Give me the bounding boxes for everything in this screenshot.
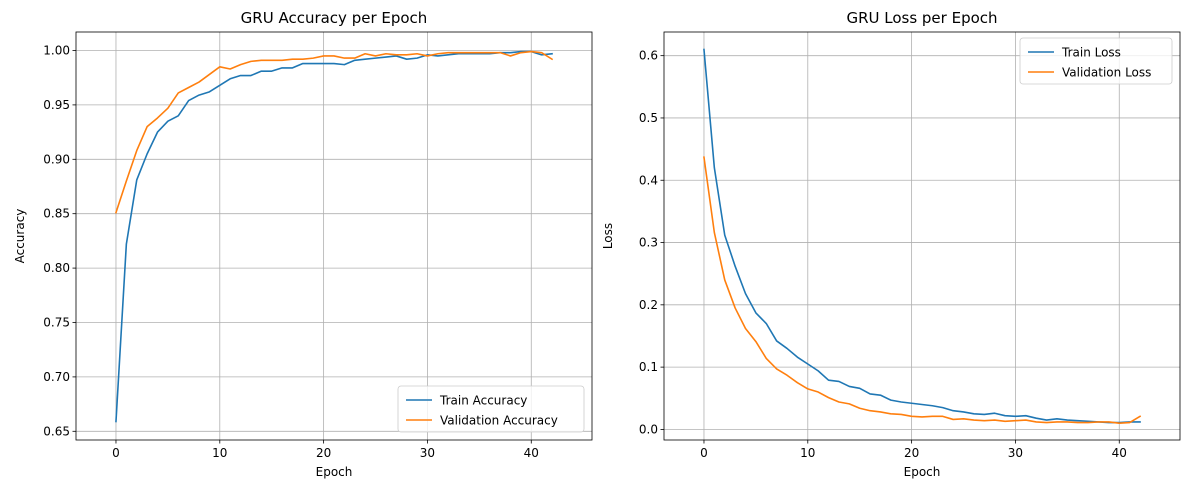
- legend: Train Accuracy Validation Accuracy: [397, 385, 585, 433]
- legend-box: [1019, 37, 1173, 85]
- x-tick-label: 10: [800, 446, 815, 460]
- chart-title: GRU Accuracy per Epoch: [241, 9, 428, 27]
- y-tick-label: 0.80: [43, 261, 70, 275]
- series-line: [114, 50, 554, 214]
- x-tick-label: 0: [112, 446, 120, 460]
- legend-label: Train Accuracy: [439, 394, 527, 408]
- y-axis-label: Loss: [601, 223, 615, 249]
- series-line: [115, 50, 553, 423]
- x-axis-label: Epoch: [316, 465, 353, 479]
- loss-chart: GRU Loss per Epoch 0 10 20 30 40 0.0 0.1 0.2 0.3 0…: [601, 9, 1181, 479]
- y-tick-label: 0.2: [639, 298, 658, 312]
- accuracy-chart: GRU Accuracy per Epoch 0 10 20 30 40 0.65 0.70 0…: [13, 9, 593, 479]
- y-tick-label: 0.70: [43, 370, 70, 384]
- y-tick-label: 0.4: [639, 173, 658, 187]
- series-line: [703, 156, 1142, 424]
- legend-label: Validation Accuracy: [440, 414, 558, 428]
- x-axis-label: Epoch: [904, 465, 941, 479]
- plot-frame: [663, 31, 1181, 441]
- plot-frame: [75, 31, 593, 441]
- x-tick-label: 20: [316, 446, 331, 460]
- x-tick-label: 40: [1112, 446, 1127, 460]
- series-line: [703, 48, 1141, 424]
- legend-label: Validation Loss: [1062, 66, 1151, 80]
- x-tick-label: 10: [212, 446, 227, 460]
- y-tick-label: 0.85: [43, 207, 70, 221]
- x-tick-label: 0: [700, 446, 708, 460]
- chart-title: GRU Loss per Epoch: [846, 9, 997, 27]
- y-tick-label: 0.95: [43, 98, 70, 112]
- legend-label: Train Loss: [1061, 46, 1121, 60]
- y-tick-label: 0.75: [43, 315, 70, 329]
- y-tick-label: 0.65: [43, 424, 70, 438]
- x-tick-label: 40: [524, 446, 539, 460]
- y-tick-label: 1.00: [43, 43, 70, 57]
- y-tick-label: 0.0: [639, 422, 658, 436]
- y-tick-label: 0.5: [639, 111, 658, 125]
- legend-box: [397, 385, 585, 433]
- x-tick-label: 20: [904, 446, 919, 460]
- y-tick-label: 0.6: [639, 49, 658, 63]
- y-tick-label: 0.90: [43, 152, 70, 166]
- x-tick-label: 30: [420, 446, 435, 460]
- y-tick-label: 0.1: [639, 360, 658, 374]
- legend: Train Loss Validation Loss: [1019, 37, 1173, 85]
- y-axis-label: Accuracy: [13, 209, 27, 264]
- x-tick-label: 30: [1008, 446, 1023, 460]
- y-tick-label: 0.3: [639, 236, 658, 250]
